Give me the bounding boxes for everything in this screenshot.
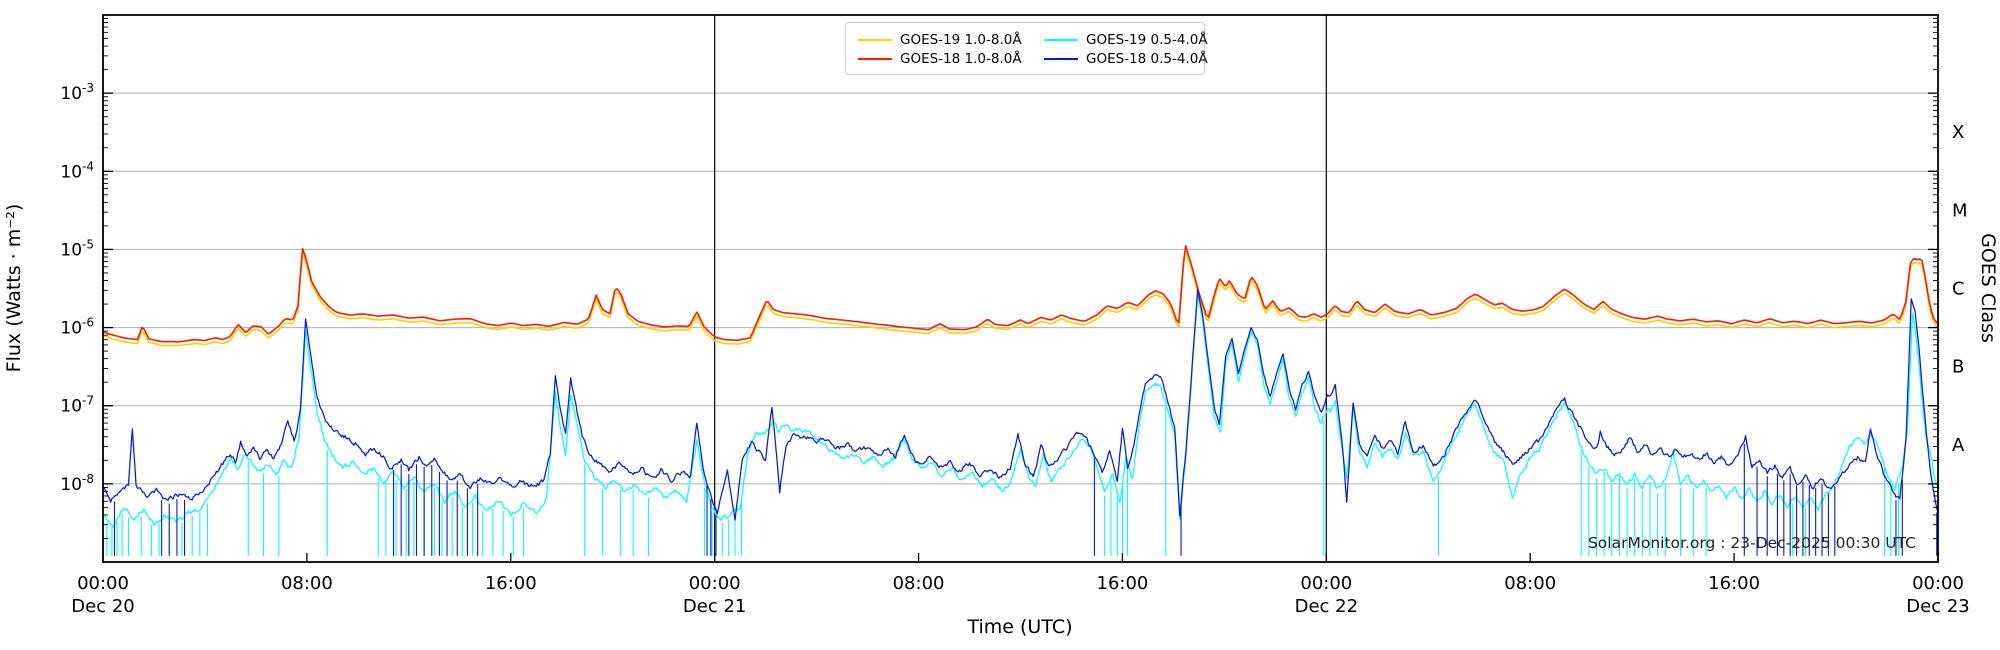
y-axis-title: Flux (Watts · m⁻²) [3,203,25,373]
legend-line-sample-goes18-long [858,57,892,60]
goes-class-label: X [1952,122,1964,143]
legend-line-sample-goes19-long [858,38,892,41]
y-tick-label: 10-7 [60,394,94,417]
y-tick-label: 10-8 [60,472,94,495]
x-date-label: Dec 21 [683,596,746,617]
y-tick-label: 10-4 [60,159,94,182]
watermark-text: SolarMonitor.org : 23-Dec-2025 00:30 UTC [1587,534,1916,552]
right-axis-title: GOES Class [1977,233,1999,343]
goes-class-label: C [1952,279,1965,300]
goes-class-label: A [1952,435,1965,456]
x-date-label: Dec 20 [71,596,134,617]
series-line-goes-19-1-0-8-0- [102,248,1939,347]
legend-item-goes19-long: GOES-19 1.0-8.0Å [858,30,1044,49]
series-line-goes-18-1-0-8-0- [102,245,1939,343]
legend-item-label: GOES-18 1.0-8.0Å [900,50,1022,67]
x-tick-label: 00:00 [1912,573,1964,594]
x-tick-label: 16:00 [1708,573,1760,594]
x-tick-label: 00:00 [689,573,741,594]
x-tick-label: 08:00 [893,573,945,594]
legend-item-goes18-long: GOES-18 1.0-8.0Å [858,49,1044,68]
legend-line-sample-goes19-short [1044,38,1078,41]
legend-item-goes18-short: GOES-18 0.5-4.0Å [1044,49,1210,68]
x-date-label: Dec 23 [1906,596,1969,617]
series-line-goes-18-0-5-4-0- [102,289,1939,521]
x-tick-label: 08:00 [281,573,333,594]
y-tick-label: 10-3 [60,81,94,104]
x-tick-label: 00:00 [1300,573,1352,594]
legend-line-sample-goes18-short [1044,57,1078,60]
x-tick-label: 16:00 [485,573,537,594]
x-date-label: Dec 22 [1295,596,1358,617]
y-tick-label: 10-5 [60,237,94,260]
x-tick-label: 08:00 [1504,573,1556,594]
x-tick-label: 00:00 [77,573,129,594]
x-axis-title: Time (UTC) [967,616,1073,638]
legend-item-label: GOES-18 0.5-4.0Å [1086,50,1208,67]
x-tick-label: 16:00 [1097,573,1149,594]
y-tick-label: 10-6 [60,316,94,339]
plot-border [102,14,1939,563]
legend-item-label: GOES-19 1.0-8.0Å [900,31,1022,48]
legend-item-goes19-short: GOES-19 0.5-4.0Å [1044,30,1210,49]
legend-item-label: GOES-19 0.5-4.0Å [1086,31,1208,48]
legend: GOES-19 1.0-8.0Å GOES-18 1.0-8.0Å GOES-1… [845,22,1208,75]
goes-class-label: M [1952,200,1968,221]
goes-class-label: B [1952,357,1964,378]
